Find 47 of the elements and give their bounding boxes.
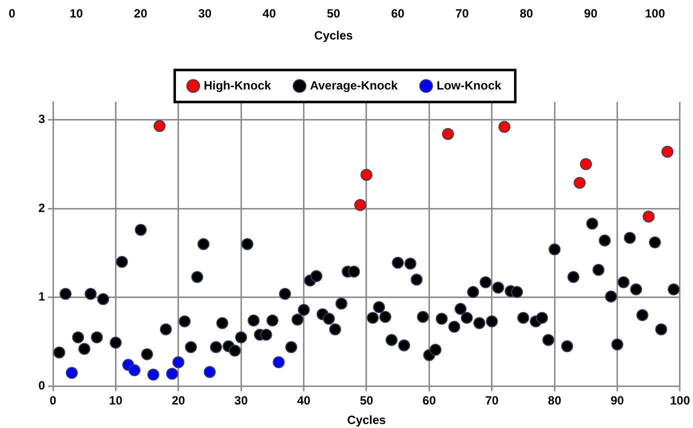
x-axis-title: Cycles: [347, 413, 386, 428]
x-tick-label: 90: [610, 394, 624, 408]
x2-tick-label: 80: [520, 6, 534, 20]
legend-label: High-Knock: [204, 78, 272, 92]
x-tick-label: 30: [234, 394, 248, 408]
y-tick-label: 1: [38, 290, 46, 304]
x2-tick-label: 40: [262, 6, 276, 20]
x2-tick-label: 100: [644, 6, 666, 20]
point: [166, 368, 178, 380]
point: [147, 368, 160, 381]
y-tick-label: 3: [38, 112, 46, 126]
point: [204, 366, 216, 378]
point: [154, 120, 166, 132]
point: [642, 210, 655, 223]
x-tick-label: 50: [360, 394, 374, 408]
x2-tick-label: 10: [70, 6, 84, 20]
x2-tick-label: 70: [455, 6, 470, 20]
x2-tick-label: 30: [198, 6, 212, 20]
point: [128, 364, 141, 376]
x2-tick-label: 20: [134, 6, 148, 20]
x-tick-label: 100: [670, 394, 690, 408]
legend-label: Low-Knock: [436, 78, 502, 92]
point: [498, 120, 510, 133]
x-tick-label: 60: [422, 394, 436, 408]
x2-tick-label: 50: [326, 6, 340, 20]
point: [172, 356, 184, 368]
x2-axis-title: Cycles: [314, 28, 354, 42]
y-tick-label: 0: [38, 378, 46, 393]
point: [442, 128, 454, 140]
point: [66, 366, 78, 379]
point: [360, 168, 372, 181]
x2-tick-label: 0: [8, 6, 16, 20]
legend-label: Average-Knock: [310, 78, 398, 92]
x-tick-label: 80: [548, 394, 562, 408]
x-tick-label: 0: [50, 394, 57, 408]
point: [574, 176, 586, 189]
x2-tick-label: 90: [584, 6, 598, 20]
x-tick-label: 70: [485, 394, 499, 408]
point: [661, 146, 674, 158]
x2-tick-label: 60: [391, 6, 405, 20]
point: [580, 158, 592, 170]
point: [272, 356, 285, 368]
x-tick-label: 10: [109, 394, 123, 408]
x-tick-label: 20: [172, 394, 186, 408]
x-tick-label: 40: [297, 394, 311, 408]
point: [354, 199, 366, 212]
y-tick-label: 2: [38, 200, 46, 215]
